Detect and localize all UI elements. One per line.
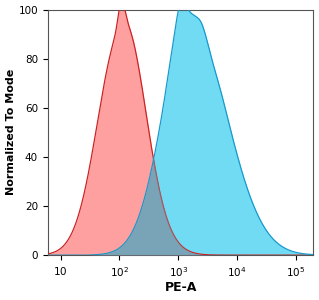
X-axis label: PE-A: PE-A (164, 281, 197, 294)
Y-axis label: Normalized To Mode: Normalized To Mode (5, 69, 16, 196)
